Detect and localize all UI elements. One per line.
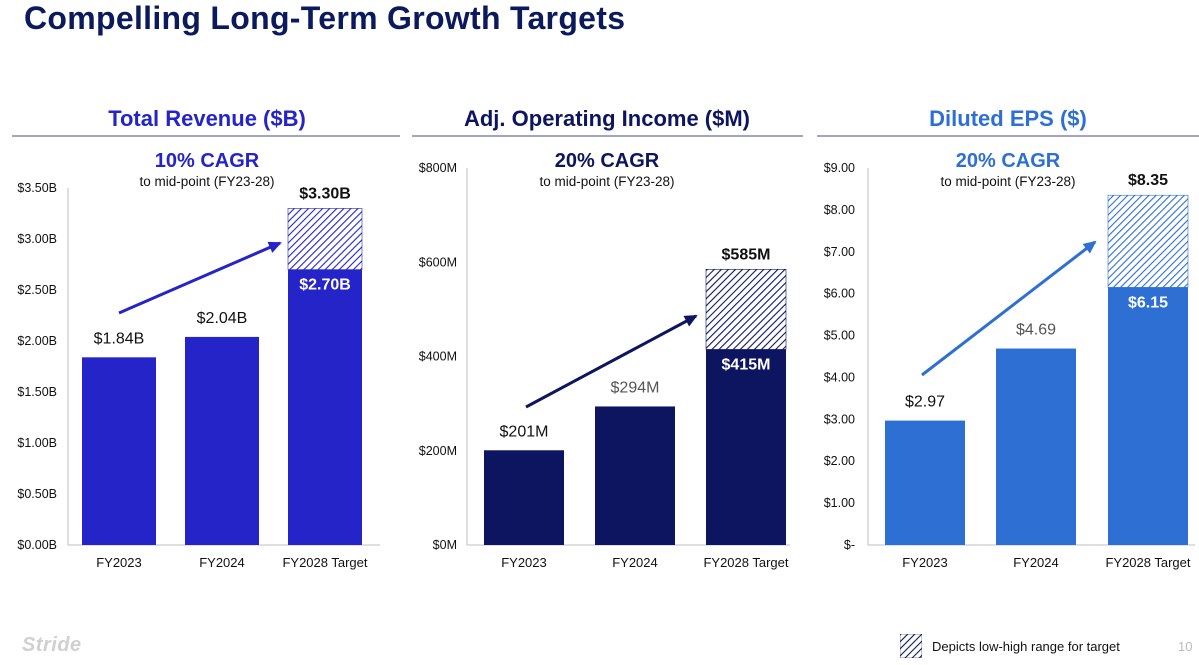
- data-label-target-high: $585M: [722, 246, 771, 263]
- target-range-hatch: [1107, 194, 1189, 288]
- y-tick-label: $2.00: [824, 454, 855, 468]
- cagr-sublabel: to mid-point (FY23-28): [139, 174, 274, 189]
- x-tick-label: FY2024: [612, 555, 658, 570]
- data-label: $1.84B: [94, 330, 145, 347]
- growth-arrow-head: [1082, 240, 1097, 254]
- x-tick-label: FY2023: [96, 555, 142, 570]
- data-label-target-low: $2.70B: [299, 277, 351, 294]
- y-tick-label: $1.50B: [17, 385, 57, 399]
- y-tick-label: $2.00B: [17, 334, 57, 348]
- bar: [1108, 287, 1188, 545]
- data-label-target-high: $3.30B: [299, 185, 351, 202]
- growth-arrow-head: [683, 315, 698, 327]
- y-tick-label: $200M: [419, 444, 457, 458]
- y-tick-label: $8.00: [824, 203, 855, 217]
- bar: [288, 269, 362, 545]
- bar: [185, 336, 259, 545]
- bar: [885, 420, 965, 545]
- x-tick-label: FY2028 Target: [282, 555, 367, 570]
- x-tick-label: FY2023: [902, 555, 948, 570]
- data-label: $2.04B: [197, 310, 248, 327]
- bar: [996, 348, 1076, 545]
- x-tick-label: FY2028 Target: [703, 555, 788, 570]
- y-tick-label: $0M: [433, 538, 457, 552]
- y-tick-label: $600M: [419, 255, 457, 269]
- growth-arrow-head: [267, 241, 282, 253]
- y-tick-label: $6.00: [824, 287, 855, 301]
- growth-arrow-line: [118, 241, 281, 315]
- y-tick-label: $1.00: [824, 496, 855, 510]
- x-tick-label: FY2028 Target: [1105, 555, 1190, 570]
- y-tick-label: $0.50B: [17, 487, 57, 501]
- y-tick-label: $3.50B: [17, 181, 57, 195]
- chart-title: Adj. Operating Income ($M): [464, 106, 750, 131]
- y-tick-label: $400M: [419, 350, 457, 364]
- y-tick-label: $7.00: [824, 245, 855, 259]
- y-tick-label: $4.00: [824, 370, 855, 384]
- data-label-target-low: $6.15: [1128, 294, 1168, 311]
- legend-text: Depicts low-high range for target: [932, 638, 1120, 654]
- y-tick-label: $2.50B: [17, 283, 57, 297]
- y-tick-label: $1.00B: [17, 436, 57, 450]
- page-title: Compelling Long-Term Growth Targets: [24, 0, 626, 36]
- y-tick-label: $3.00B: [17, 232, 57, 246]
- x-tick-label: FY2024: [1013, 555, 1059, 570]
- cagr-label: 20% CAGR: [956, 150, 1061, 172]
- chart-title: Total Revenue ($B): [108, 106, 306, 131]
- bar: [82, 357, 156, 545]
- legend-hatch-swatch: [900, 634, 922, 658]
- y-tick-label: $3.00: [824, 412, 855, 426]
- x-tick-label: FY2023: [501, 555, 547, 570]
- x-tick-label: FY2024: [199, 555, 245, 570]
- y-tick-label: $9.00: [824, 161, 855, 175]
- data-label: $2.97: [905, 394, 945, 411]
- bar: [595, 406, 675, 545]
- page-number: 10: [1178, 639, 1193, 654]
- y-tick-label: $5.00: [824, 329, 855, 343]
- bar: [484, 450, 564, 545]
- y-tick-label: $800M: [419, 161, 457, 175]
- data-label: $4.69: [1016, 322, 1056, 339]
- cagr-sublabel: to mid-point (FY23-28): [940, 174, 1075, 189]
- cagr-label: 10% CAGR: [155, 150, 260, 172]
- data-label: $294M: [611, 379, 660, 396]
- bar: [706, 349, 786, 545]
- cagr-sublabel: to mid-point (FY23-28): [539, 174, 674, 189]
- cagr-label: 20% CAGR: [555, 150, 660, 172]
- chart-title: Diluted EPS ($): [929, 106, 1087, 131]
- target-range-hatch: [705, 269, 787, 350]
- data-label: $201M: [500, 423, 549, 440]
- data-label-target-high: $8.35: [1128, 172, 1168, 189]
- data-label-target-low: $415M: [722, 356, 771, 373]
- y-tick-label: $-: [844, 538, 855, 552]
- y-tick-label: $0.00B: [17, 538, 57, 552]
- growth-arrow-line: [525, 314, 697, 409]
- target-range-hatch: [287, 208, 363, 270]
- legend: Depicts low-high range for target: [900, 633, 1120, 659]
- growth-arrow-line: [921, 240, 1096, 377]
- stride-logo: Stride: [22, 634, 82, 656]
